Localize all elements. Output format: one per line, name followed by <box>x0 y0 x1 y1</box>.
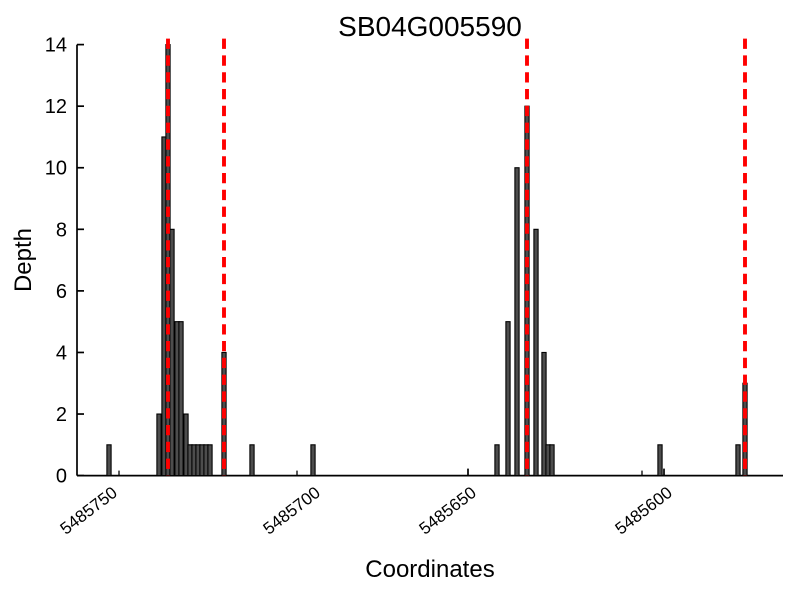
svg-text:12: 12 <box>45 96 67 118</box>
svg-text:4: 4 <box>56 342 67 364</box>
svg-text:6: 6 <box>56 281 67 303</box>
svg-text:2: 2 <box>56 404 67 426</box>
svg-text:8: 8 <box>56 219 67 241</box>
svg-text:14: 14 <box>45 35 67 57</box>
svg-text:10: 10 <box>45 158 67 180</box>
svg-text:0: 0 <box>56 466 67 488</box>
